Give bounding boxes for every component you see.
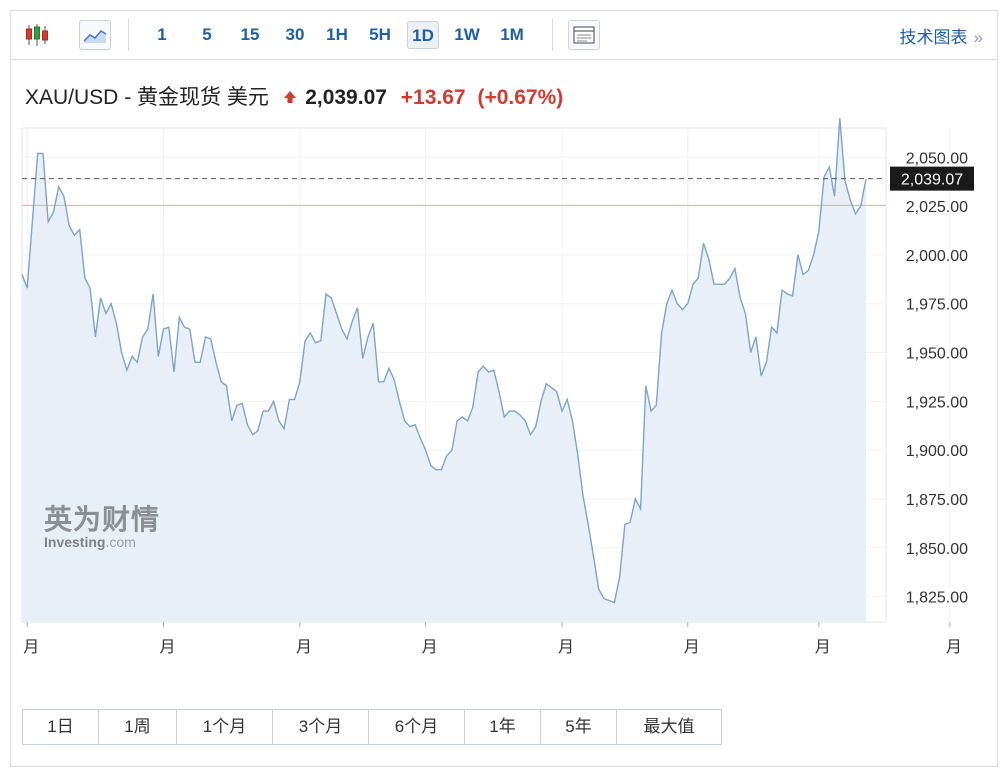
instrument-name: 黄金现货 美元 xyxy=(137,86,269,109)
range-button[interactable]: 1周 xyxy=(99,710,177,744)
price-change-percent: (+0.67%) xyxy=(477,86,564,109)
time-range-selector: 1日 1周 1个月 3个月 6个月 1年 5年 最大值 xyxy=(22,709,722,745)
price-change: +13.67 xyxy=(400,86,466,109)
y-tick-label: 1,950.00 xyxy=(906,346,968,363)
y-tick-label: 2,050.00 xyxy=(906,150,968,167)
y-tick-label: 1,850.00 xyxy=(906,541,968,558)
range-button[interactable]: 1年 xyxy=(465,710,541,744)
interval-button[interactable]: 30 xyxy=(285,25,305,44)
y-tick-label: 1,825.00 xyxy=(906,590,968,607)
technical-chart-link[interactable]: 技术图表 » xyxy=(900,23,983,48)
y-tick-label: 2,000.00 xyxy=(906,248,968,265)
range-button[interactable]: 6个月 xyxy=(369,710,465,744)
toolbar-divider xyxy=(552,19,553,51)
watermark-logo: 英为财情 Investing.com xyxy=(44,498,160,550)
area-chart-icon[interactable] xyxy=(79,20,111,50)
instrument-header: XAU/USD - 黄金现货 美元 2,039.07 +13.67 (+0.67… xyxy=(25,81,563,111)
x-tick-label: 月 xyxy=(23,639,39,656)
x-tick-label: 月 xyxy=(558,639,574,656)
double-chevron-icon: » xyxy=(973,28,983,47)
range-button[interactable]: 最大值 xyxy=(617,710,721,744)
price-chart[interactable]: 2,050.00 2,025.00 2,000.00 1,975.00 1,950.00… xyxy=(0,0,1000,700)
price-line xyxy=(21,118,867,604)
last-price: 2,039.07 xyxy=(305,86,387,109)
interval-button[interactable]: 1M xyxy=(500,25,524,44)
current-price-tag xyxy=(890,166,974,191)
instrument-symbol: XAU/USD xyxy=(25,86,119,109)
y-tick-label: 2,025.00 xyxy=(906,199,968,216)
technical-chart-label: 技术图表 xyxy=(899,28,968,47)
up-arrow-icon xyxy=(283,91,301,108)
x-tick-label: 月 xyxy=(946,639,962,656)
interval-button[interactable]: 1W xyxy=(454,25,480,44)
range-button[interactable]: 5年 xyxy=(541,710,617,744)
y-tick-label: 1,975.00 xyxy=(906,297,968,314)
chart-toolbar: 1 5 15 30 1H 5H 1D 1W 1M 技术图表» xyxy=(11,11,997,60)
interval-button[interactable]: 5H xyxy=(369,25,391,44)
x-tick-label: 月 xyxy=(296,639,312,656)
watermark-en-name: Investing xyxy=(44,534,106,550)
range-button[interactable]: 3个月 xyxy=(273,710,369,744)
x-tick-label: 月 xyxy=(422,639,438,656)
x-tick-label: 月 xyxy=(160,639,176,656)
watermark-en: Investing.com xyxy=(44,534,160,550)
interval-button[interactable]: 15 xyxy=(240,25,260,44)
chart-widget: 1 5 15 30 1H 5H 1D 1W 1M 技术图表» XAU/USD - 黄金现货 美元… xyxy=(10,10,998,767)
interval-button[interactable]: 1 xyxy=(157,25,167,44)
title-separator: - xyxy=(124,86,132,109)
y-tick-label: 1,925.00 xyxy=(906,394,968,411)
price-area xyxy=(22,118,866,622)
current-price-label: 2,039.07 xyxy=(901,172,963,189)
x-tick-label: 月 xyxy=(684,639,700,656)
interval-button[interactable]: 1D xyxy=(407,21,439,49)
toolbar-divider xyxy=(128,19,129,51)
candlestick-icon[interactable] xyxy=(21,20,53,50)
interval-button[interactable]: 1H xyxy=(326,25,348,44)
range-button[interactable]: 1日 xyxy=(23,710,99,744)
watermark-cn: 英为财情 xyxy=(44,504,161,535)
x-tick-label: 月 xyxy=(815,639,831,656)
watermark-en-suffix: .com xyxy=(105,534,136,550)
y-tick-label: 1,875.00 xyxy=(906,492,968,509)
y-tick-label: 1,900.00 xyxy=(906,443,968,460)
range-button[interactable]: 1个月 xyxy=(177,710,273,744)
interval-button[interactable]: 5 xyxy=(202,25,212,44)
table-view-icon[interactable] xyxy=(568,20,600,50)
